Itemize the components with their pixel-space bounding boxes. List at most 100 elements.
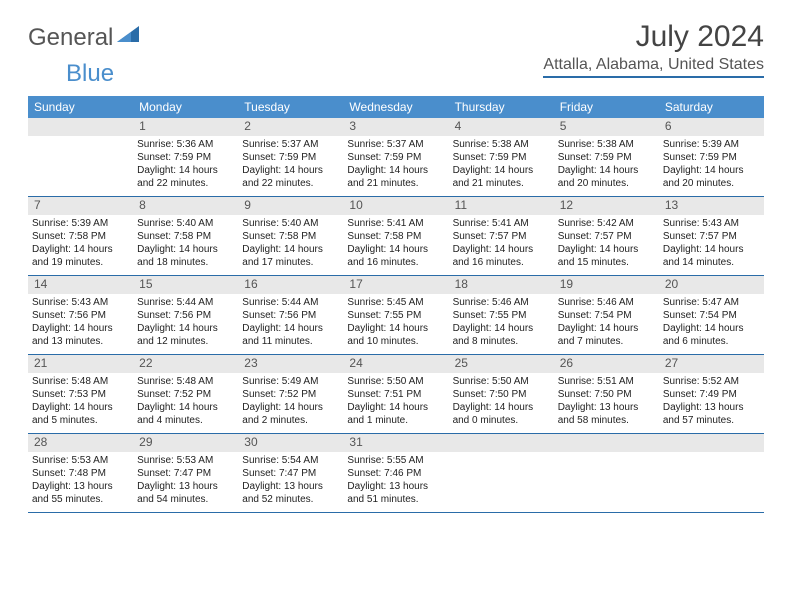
day-info: Sunrise: 5:39 AMSunset: 7:58 PMDaylight:… xyxy=(32,217,129,269)
day-info: Sunrise: 5:36 AMSunset: 7:59 PMDaylight:… xyxy=(137,138,234,190)
day-number: 28 xyxy=(28,434,133,452)
calendar-cell: 12 Sunrise: 5:42 AMSunset: 7:57 PMDayligh… xyxy=(554,197,659,275)
day-number: 14 xyxy=(28,276,133,294)
day-number-empty xyxy=(449,434,554,452)
day-number: 26 xyxy=(554,355,659,373)
day-number: 20 xyxy=(659,276,764,294)
calendar-cell xyxy=(554,434,659,512)
day-info: Sunrise: 5:40 AMSunset: 7:58 PMDaylight:… xyxy=(137,217,234,269)
day-number: 21 xyxy=(28,355,133,373)
day-number: 1 xyxy=(133,118,238,136)
calendar-cell: 9Sunrise: 5:40 AMSunset: 7:58 PMDaylight… xyxy=(238,197,343,275)
calendar-cell: 28 Sunrise: 5:53 AMSunset: 7:48 PMDayligh… xyxy=(28,434,133,512)
day-header-wednesday: Wednesday xyxy=(343,96,448,118)
day-info: Sunrise: 5:48 AMSunset: 7:52 PMDaylight:… xyxy=(137,375,234,427)
day-number: 30 xyxy=(238,434,343,452)
day-number: 27 xyxy=(659,355,764,373)
day-headers: SundayMondayTuesdayWednesdayThursdayFrid… xyxy=(28,96,764,118)
day-header-friday: Friday xyxy=(554,96,659,118)
day-number: 10 xyxy=(343,197,448,215)
calendar-cell: 26 Sunrise: 5:51 AMSunset: 7:50 PMDayligh… xyxy=(554,355,659,433)
week-row: 1 Sunrise: 5:36 AMSunset: 7:59 PMDaylight… xyxy=(28,118,764,197)
day-info: Sunrise: 5:46 AMSunset: 7:54 PMDaylight:… xyxy=(558,296,655,348)
day-info: Sunrise: 5:40 AMSunset: 7:58 PMDaylight:… xyxy=(242,217,339,269)
day-info: Sunrise: 5:43 AMSunset: 7:57 PMDaylight:… xyxy=(663,217,760,269)
day-info: Sunrise: 5:41 AMSunset: 7:58 PMDaylight:… xyxy=(347,217,444,269)
calendar-cell: 15Sunrise: 5:44 AMSunset: 7:56 PMDayligh… xyxy=(133,276,238,354)
calendar-cell: 17 Sunrise: 5:45 AMSunset: 7:55 PMDayligh… xyxy=(343,276,448,354)
day-number: 25 xyxy=(449,355,554,373)
day-info: Sunrise: 5:43 AMSunset: 7:56 PMDaylight:… xyxy=(32,296,129,348)
calendar-cell xyxy=(28,118,133,196)
calendar-cell: 20Sunrise: 5:47 AMSunset: 7:54 PMDayligh… xyxy=(659,276,764,354)
location: Attalla, Alabama, United States xyxy=(543,56,764,78)
day-info: Sunrise: 5:38 AMSunset: 7:59 PMDaylight:… xyxy=(453,138,550,190)
weeks: 1 Sunrise: 5:36 AMSunset: 7:59 PMDaylight… xyxy=(28,118,764,513)
calendar-cell: 7 Sunrise: 5:39 AMSunset: 7:58 PMDaylight… xyxy=(28,197,133,275)
day-header-saturday: Saturday xyxy=(659,96,764,118)
day-info: Sunrise: 5:44 AMSunset: 7:56 PMDaylight:… xyxy=(242,296,339,348)
day-number: 23 xyxy=(238,355,343,373)
day-info: Sunrise: 5:49 AMSunset: 7:52 PMDaylight:… xyxy=(242,375,339,427)
day-info: Sunrise: 5:45 AMSunset: 7:55 PMDaylight:… xyxy=(347,296,444,348)
day-info: Sunrise: 5:38 AMSunset: 7:59 PMDaylight:… xyxy=(558,138,655,190)
day-info: Sunrise: 5:55 AMSunset: 7:46 PMDaylight:… xyxy=(347,454,444,506)
logo-text-general: General xyxy=(28,24,113,52)
calendar-cell: 24Sunrise: 5:50 AMSunset: 7:51 PMDayligh… xyxy=(343,355,448,433)
title-block: July 2024 Attalla, Alabama, United State… xyxy=(543,20,764,78)
calendar-cell: 23 Sunrise: 5:49 AMSunset: 7:52 PMDayligh… xyxy=(238,355,343,433)
day-header-monday: Monday xyxy=(133,96,238,118)
logo-text-blue: Blue xyxy=(66,60,114,87)
day-number-empty xyxy=(28,118,133,136)
day-number: 11 xyxy=(449,197,554,215)
calendar-cell: 1 Sunrise: 5:36 AMSunset: 7:59 PMDaylight… xyxy=(133,118,238,196)
logo: General xyxy=(28,24,141,52)
calendar-cell: 27 Sunrise: 5:52 AMSunset: 7:49 PMDayligh… xyxy=(659,355,764,433)
calendar: SundayMondayTuesdayWednesdayThursdayFrid… xyxy=(28,96,764,513)
calendar-cell: 2 Sunrise: 5:37 AMSunset: 7:59 PMDaylight… xyxy=(238,118,343,196)
calendar-cell: 4 Sunrise: 5:38 AMSunset: 7:59 PMDaylight… xyxy=(449,118,554,196)
day-number-empty xyxy=(659,434,764,452)
logo-triangle-icon xyxy=(117,26,139,47)
calendar-cell xyxy=(659,434,764,512)
day-info: Sunrise: 5:50 AMSunset: 7:51 PMDaylight:… xyxy=(347,375,444,427)
day-number: 2 xyxy=(238,118,343,136)
day-number: 15 xyxy=(133,276,238,294)
month-title: July 2024 xyxy=(543,20,764,54)
day-number: 8 xyxy=(133,197,238,215)
day-info: Sunrise: 5:46 AMSunset: 7:55 PMDaylight:… xyxy=(453,296,550,348)
day-number: 4 xyxy=(449,118,554,136)
calendar-cell: 5 Sunrise: 5:38 AMSunset: 7:59 PMDaylight… xyxy=(554,118,659,196)
day-info: Sunrise: 5:41 AMSunset: 7:57 PMDaylight:… xyxy=(453,217,550,269)
calendar-cell xyxy=(449,434,554,512)
calendar-cell: 3Sunrise: 5:37 AMSunset: 7:59 PMDaylight… xyxy=(343,118,448,196)
day-number: 22 xyxy=(133,355,238,373)
day-info: Sunrise: 5:52 AMSunset: 7:49 PMDaylight:… xyxy=(663,375,760,427)
calendar-cell: 11 Sunrise: 5:41 AMSunset: 7:57 PMDayligh… xyxy=(449,197,554,275)
day-number: 18 xyxy=(449,276,554,294)
day-number: 3 xyxy=(343,118,448,136)
calendar-cell: 29Sunrise: 5:53 AMSunset: 7:47 PMDayligh… xyxy=(133,434,238,512)
day-number: 7 xyxy=(28,197,133,215)
day-number: 12 xyxy=(554,197,659,215)
calendar-cell: 6 Sunrise: 5:39 AMSunset: 7:59 PMDaylight… xyxy=(659,118,764,196)
day-number: 16 xyxy=(238,276,343,294)
day-info: Sunrise: 5:37 AMSunset: 7:59 PMDaylight:… xyxy=(242,138,339,190)
day-info: Sunrise: 5:51 AMSunset: 7:50 PMDaylight:… xyxy=(558,375,655,427)
day-info: Sunrise: 5:39 AMSunset: 7:59 PMDaylight:… xyxy=(663,138,760,190)
calendar-cell: 13Sunrise: 5:43 AMSunset: 7:57 PMDayligh… xyxy=(659,197,764,275)
day-number: 19 xyxy=(554,276,659,294)
day-info: Sunrise: 5:42 AMSunset: 7:57 PMDaylight:… xyxy=(558,217,655,269)
day-number: 6 xyxy=(659,118,764,136)
day-info: Sunrise: 5:48 AMSunset: 7:53 PMDaylight:… xyxy=(32,375,129,427)
calendar-cell: 22 Sunrise: 5:48 AMSunset: 7:52 PMDayligh… xyxy=(133,355,238,433)
day-info: Sunrise: 5:53 AMSunset: 7:48 PMDaylight:… xyxy=(32,454,129,506)
calendar-cell: 19 Sunrise: 5:46 AMSunset: 7:54 PMDayligh… xyxy=(554,276,659,354)
week-row: 28 Sunrise: 5:53 AMSunset: 7:48 PMDayligh… xyxy=(28,434,764,513)
week-row: 21 Sunrise: 5:48 AMSunset: 7:53 PMDayligh… xyxy=(28,355,764,434)
day-info: Sunrise: 5:50 AMSunset: 7:50 PMDaylight:… xyxy=(453,375,550,427)
day-number: 17 xyxy=(343,276,448,294)
day-number-empty xyxy=(554,434,659,452)
week-row: 7 Sunrise: 5:39 AMSunset: 7:58 PMDaylight… xyxy=(28,197,764,276)
day-number: 5 xyxy=(554,118,659,136)
